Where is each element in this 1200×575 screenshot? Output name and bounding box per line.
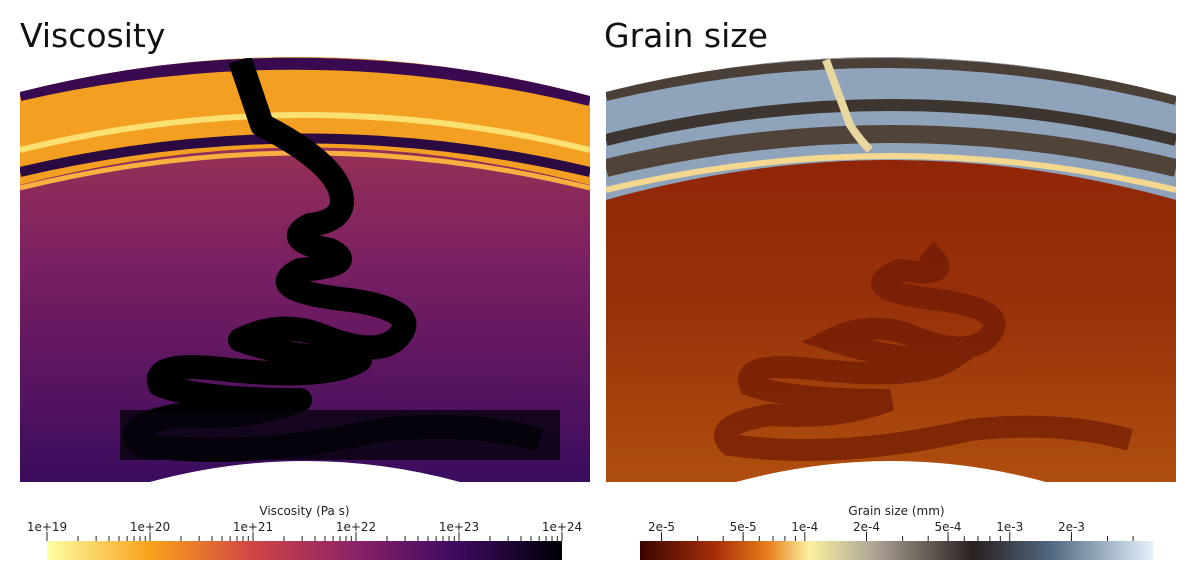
tick-label: 1e+22 bbox=[336, 520, 376, 534]
viscosity-field bbox=[20, 56, 590, 483]
tick-label: 5e-4 bbox=[935, 520, 962, 534]
tick-label: 1e+21 bbox=[233, 520, 273, 534]
panel-title: Viscosity bbox=[20, 16, 165, 55]
tick-label: 1e+19 bbox=[27, 520, 67, 534]
tick-label: 2e-4 bbox=[853, 520, 880, 534]
colorbar bbox=[47, 541, 562, 560]
tick-label: 1e+23 bbox=[439, 520, 479, 534]
colorbar-label: Grain size (mm) bbox=[848, 504, 944, 518]
tick-label: 2e-5 bbox=[648, 520, 675, 534]
colorbar bbox=[640, 541, 1153, 560]
grain-size-field bbox=[606, 56, 1176, 483]
tick-label: 1e+20 bbox=[130, 520, 170, 534]
tick-label: 2e-3 bbox=[1058, 520, 1085, 534]
tick-label: 5e-5 bbox=[730, 520, 757, 534]
tick-label: 1e-4 bbox=[791, 520, 818, 534]
colorbar-label: Viscosity (Pa s) bbox=[259, 504, 349, 518]
panel-title: Grain size bbox=[604, 16, 768, 55]
tick-label: 1e-3 bbox=[996, 520, 1023, 534]
tick-label: 1e+24 bbox=[542, 520, 582, 534]
